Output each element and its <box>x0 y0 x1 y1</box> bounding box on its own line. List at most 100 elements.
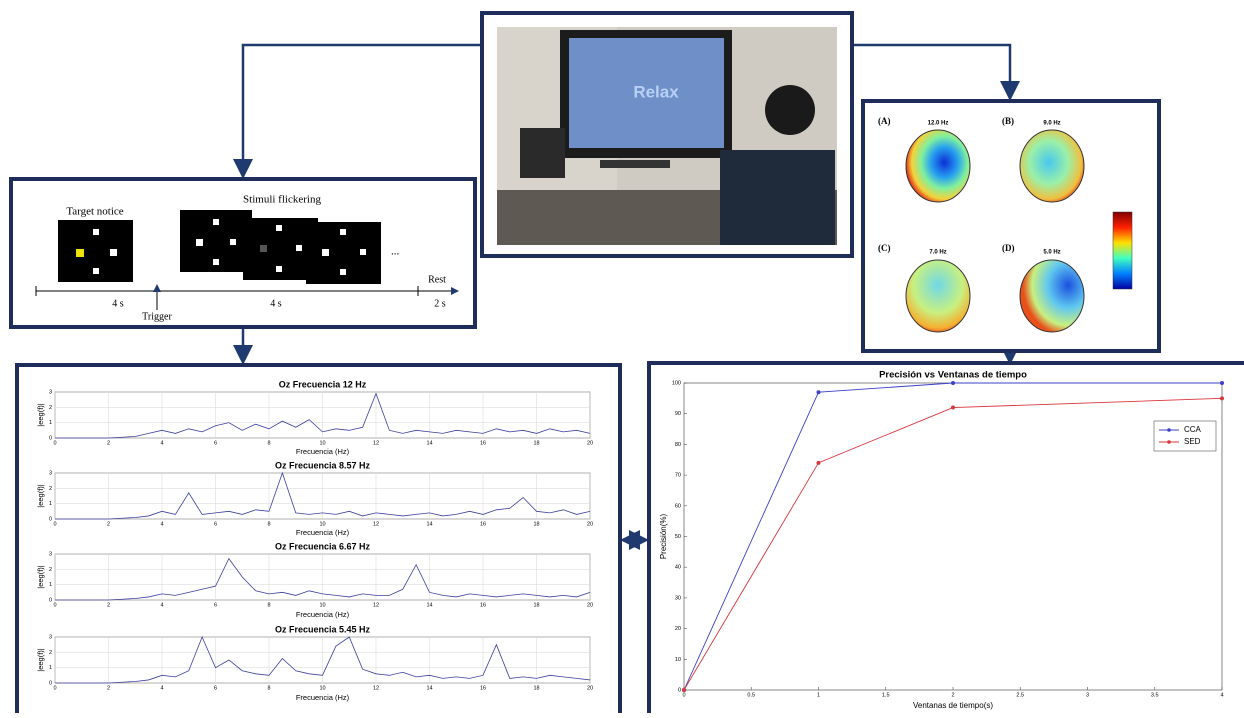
x-tick-label: 0 <box>53 685 56 691</box>
stimulus-panel: Target notice Stimuli flickering ... 4 s… <box>11 179 475 327</box>
x-tick-label: 14 <box>426 521 432 527</box>
x-tick-label: 6 <box>214 685 217 691</box>
chart-title: Oz Frecuencia 12 Hz <box>279 379 367 389</box>
x-tick-label: 18 <box>533 521 539 527</box>
y-tick-label: 30 <box>675 595 681 601</box>
x-tick-label: 12 <box>373 685 379 691</box>
stim-label: 4 s <box>270 298 282 309</box>
y-tick-label: 0 <box>49 435 52 441</box>
screen-text: Relax <box>633 82 679 101</box>
legend-swatch <box>1167 428 1171 432</box>
y-tick-label: 1 <box>49 420 52 426</box>
y-tick-label: 10 <box>675 657 681 663</box>
stim-label: Stimuli flickering <box>243 194 321 206</box>
x-tick-label: 4 <box>160 685 163 691</box>
topo-label: (D) <box>1002 243 1015 253</box>
chart-title: Oz Frecuencia 6.67 Hz <box>275 541 371 551</box>
y-axis-label: Precisión(%) <box>659 513 668 559</box>
chart-title: Precisión vs Ventanas de tiempo <box>879 370 1027 381</box>
point-marker <box>682 688 686 692</box>
y-tick-label: 2 <box>49 567 52 573</box>
x-tick-label: 2 <box>107 440 110 446</box>
x-axis-label: Frecuencia (Hz) <box>296 693 350 702</box>
x-tick-label: 1 <box>817 692 820 698</box>
x-tick-label: 14 <box>426 685 432 691</box>
legend-label: SED <box>1184 437 1201 446</box>
plot-area <box>684 383 1222 690</box>
topomap-panel: (A) 12.0 Hz (B) 9.0 Hz (C) 7.0 Hz (D) 5.… <box>863 101 1159 351</box>
topo-freq: 9.0 Hz <box>1043 121 1060 127</box>
figure: Relax Target notice Stimuli flickering .… <box>0 0 1244 713</box>
topo-label: (B) <box>1002 116 1014 126</box>
x-tick-label: 18 <box>533 685 539 691</box>
x-tick-label: 8 <box>267 685 270 691</box>
x-tick-label: 2 <box>107 685 110 691</box>
y-tick-label: 0 <box>49 516 52 522</box>
x-tick-label: 20 <box>587 602 593 608</box>
x-tick-label: 0 <box>682 692 685 698</box>
y-tick-label: 2 <box>49 405 52 411</box>
legend-label: CCA <box>1184 425 1202 434</box>
x-tick-label: 2 <box>107 521 110 527</box>
chart-title: Oz Frecuencia 8.57 Hz <box>275 460 371 470</box>
x-tick-label: 16 <box>480 685 486 691</box>
x-tick-label: 10 <box>319 685 325 691</box>
y-tick-label: 60 <box>675 503 681 509</box>
x-tick-label: 12 <box>373 440 379 446</box>
x-tick-label: 2.5 <box>1016 692 1024 698</box>
x-tick-label: 6 <box>214 521 217 527</box>
x-tick-label: 3.5 <box>1151 692 1159 698</box>
x-tick-label: 14 <box>426 440 432 446</box>
point-marker <box>1220 381 1224 385</box>
x-axis-label: Frecuencia (Hz) <box>296 528 350 537</box>
x-tick-label: 2 <box>107 602 110 608</box>
x-tick-label: 4 <box>160 521 163 527</box>
x-tick-label: 8 <box>267 602 270 608</box>
x-tick-label: 12 <box>373 602 379 608</box>
x-tick-label: 1.5 <box>882 692 890 698</box>
x-tick-label: 0 <box>53 440 56 446</box>
stim-label: 2 s <box>434 298 446 309</box>
x-tick-label: 2 <box>951 692 954 698</box>
x-tick-label: 0 <box>53 602 56 608</box>
legend-swatch <box>1167 440 1171 444</box>
stim-label: Rest <box>428 274 446 285</box>
topo-freq: 12.0 Hz <box>928 121 949 127</box>
colorbar <box>1113 212 1132 289</box>
x-tick-label: 4 <box>160 602 163 608</box>
y-tick-label: 1 <box>49 582 52 588</box>
y-axis-label: |eeg(f)| <box>36 648 45 672</box>
x-tick-label: 10 <box>319 602 325 608</box>
y-tick-label: 40 <box>675 565 681 571</box>
x-tick-label: 16 <box>480 602 486 608</box>
stim-label: 4 s <box>112 298 124 309</box>
topo-label: (C) <box>878 243 891 253</box>
x-axis-label: Frecuencia (Hz) <box>296 610 350 619</box>
y-tick-label: 0 <box>678 687 681 693</box>
x-tick-label: 16 <box>480 440 486 446</box>
x-tick-label: 20 <box>587 521 593 527</box>
x-tick-label: 18 <box>533 440 539 446</box>
x-tick-label: 16 <box>480 521 486 527</box>
x-tick-label: 0.5 <box>747 692 755 698</box>
point-marker <box>951 406 955 410</box>
y-tick-label: 20 <box>675 626 681 632</box>
x-tick-label: 8 <box>267 521 270 527</box>
point-marker <box>951 381 955 385</box>
y-tick-label: 3 <box>49 551 52 557</box>
x-tick-label: 14 <box>426 602 432 608</box>
y-axis-label: |eeg(f)| <box>36 565 45 589</box>
topo-label: (A) <box>878 116 891 126</box>
y-tick-label: 1 <box>49 665 52 671</box>
stim-label: Target notice <box>66 206 123 218</box>
y-tick-label: 0 <box>49 680 52 686</box>
x-tick-label: 6 <box>214 602 217 608</box>
y-tick-label: 80 <box>675 442 681 448</box>
y-tick-label: 50 <box>675 534 681 540</box>
point-marker <box>817 390 821 394</box>
y-tick-label: 70 <box>675 473 681 479</box>
y-tick-label: 100 <box>672 380 681 386</box>
x-tick-label: 20 <box>587 685 593 691</box>
x-tick-label: 12 <box>373 521 379 527</box>
point-marker <box>1220 396 1224 400</box>
